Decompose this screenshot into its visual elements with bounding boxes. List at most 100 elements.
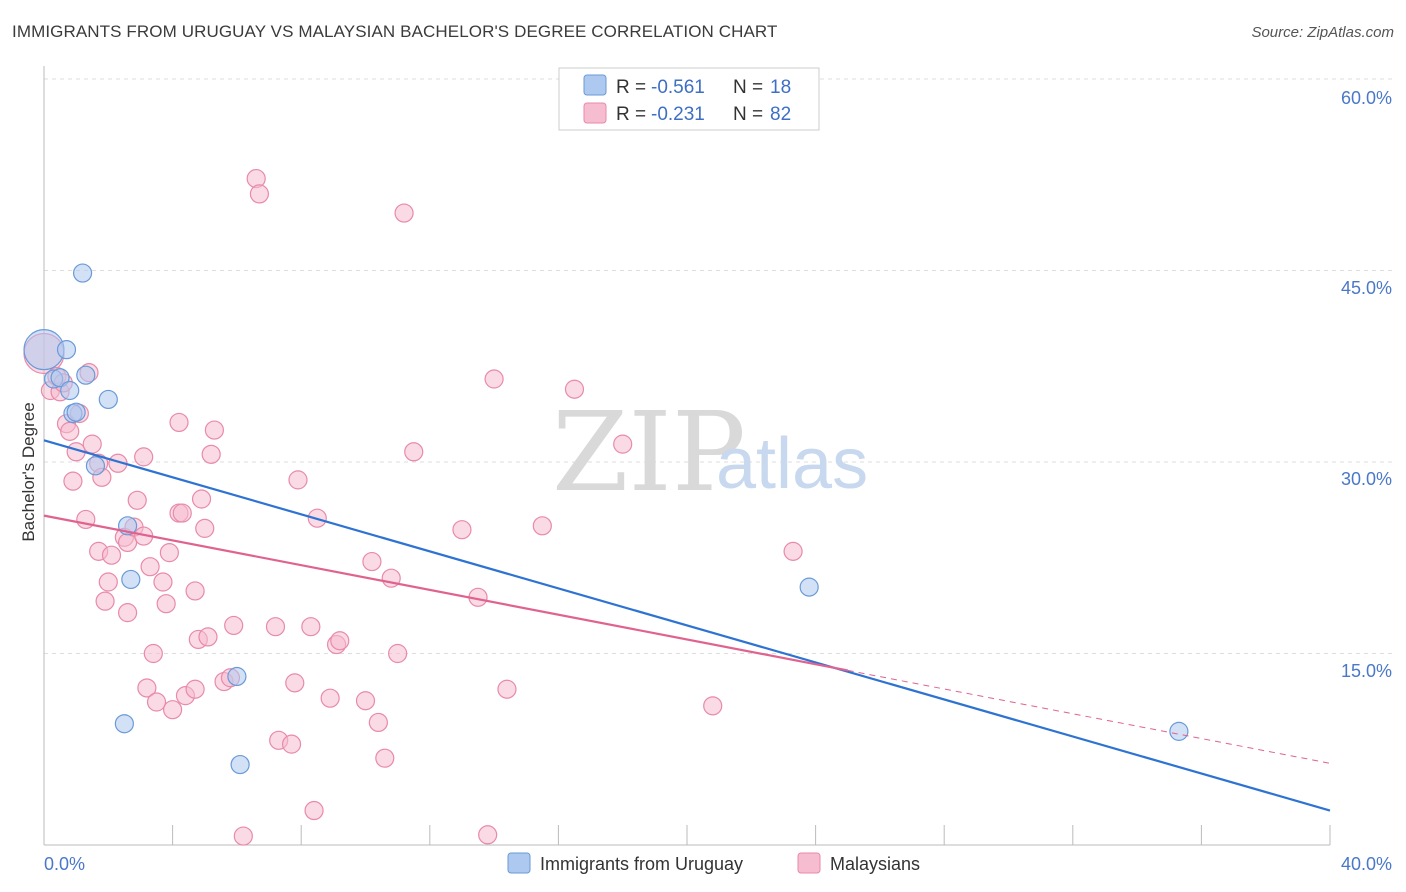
legend-n-value-malaysians: 82 xyxy=(770,104,791,125)
legend-r-label-uruguay: R = xyxy=(616,77,646,98)
point-malaysians xyxy=(117,603,138,623)
series-legend: Immigrants from Uruguay Malaysians xyxy=(507,852,920,874)
y-tick-label-15: 15.0% xyxy=(1341,661,1392,681)
watermark: ZIP atlas xyxy=(552,388,868,516)
point-malaysians xyxy=(285,673,305,693)
point-malaysians xyxy=(195,518,215,538)
point-uruguay xyxy=(72,263,93,283)
trend-line-malaysians xyxy=(43,514,848,672)
point-malaysians xyxy=(63,471,83,491)
point-malaysians xyxy=(355,691,376,711)
source-credit: Source: ZipAtlas.com xyxy=(1251,24,1394,41)
legend-swatch-malaysians xyxy=(583,102,607,124)
legend-n-label-uruguay: N = xyxy=(733,77,763,98)
point-uruguay xyxy=(121,569,141,590)
point-malaysians xyxy=(101,545,122,565)
point-uruguay xyxy=(85,456,106,476)
point-malaysians xyxy=(153,572,173,592)
point-malaysians xyxy=(60,421,80,441)
point-malaysians xyxy=(249,184,270,204)
point-malaysians xyxy=(146,692,167,712)
point-malaysians xyxy=(169,412,189,433)
point-malaysians xyxy=(301,617,321,637)
legend-swatch-uruguay xyxy=(583,74,607,96)
point-malaysians xyxy=(404,442,424,462)
point-uruguay xyxy=(1169,721,1189,741)
point-malaysians xyxy=(134,447,154,467)
y-tick-label-45: 45.0% xyxy=(1341,278,1392,298)
point-malaysians xyxy=(98,572,118,592)
grid-lines xyxy=(44,78,1392,654)
series-legend-swatch-malaysians xyxy=(797,852,821,874)
x-tick-label-max: 40.0% xyxy=(1341,854,1392,874)
point-malaysians xyxy=(233,826,253,846)
point-malaysians xyxy=(375,748,395,768)
chart-title: IMMIGRANTS FROM URUGUAY VS MALAYSIAN BAC… xyxy=(12,22,778,41)
point-uruguay xyxy=(227,666,247,687)
point-malaysians xyxy=(163,700,183,720)
legend-r-label-malaysians: R = xyxy=(616,104,646,125)
point-uruguay xyxy=(230,754,250,775)
watermark-atlas: atlas xyxy=(716,424,868,504)
point-malaysians xyxy=(198,627,218,647)
axes xyxy=(43,66,1331,846)
point-malaysians xyxy=(201,444,221,464)
y-axis-label: Bachelor's Degree xyxy=(19,402,38,541)
point-malaysians xyxy=(159,543,179,563)
point-uruguay xyxy=(66,402,86,422)
point-uruguay xyxy=(98,389,118,410)
series-legend-swatch-uruguay xyxy=(507,852,531,874)
legend-r-value-uruguay: -0.561 xyxy=(651,77,705,98)
point-malaysians xyxy=(497,679,517,699)
point-malaysians xyxy=(394,203,414,223)
point-malaysians xyxy=(265,617,286,637)
point-malaysians xyxy=(127,490,147,510)
point-malaysians xyxy=(330,631,350,651)
point-malaysians xyxy=(304,800,324,821)
point-uruguay xyxy=(799,577,819,597)
legend-n-value-uruguay: 18 xyxy=(770,77,791,98)
point-malaysians xyxy=(564,379,585,399)
point-uruguay xyxy=(56,340,77,360)
point-uruguay xyxy=(60,380,80,401)
point-malaysians xyxy=(320,688,340,708)
x-tick-label-min: 0.0% xyxy=(44,854,85,874)
point-uruguay xyxy=(76,365,96,385)
series-legend-label-uruguay: Immigrants from Uruguay xyxy=(540,854,743,874)
point-malaysians xyxy=(82,434,102,454)
point-malaysians xyxy=(224,615,244,636)
legend-n-label-malaysians: N = xyxy=(733,104,763,125)
point-uruguay xyxy=(50,368,70,388)
point-malaysians xyxy=(783,541,803,561)
point-malaysians xyxy=(185,679,205,699)
point-malaysians xyxy=(388,643,408,664)
trend-lines xyxy=(43,439,1331,812)
point-malaysians xyxy=(703,696,723,716)
point-malaysians xyxy=(613,434,633,454)
point-malaysians xyxy=(140,557,160,577)
legend-r-value-malaysians: -0.231 xyxy=(651,104,705,125)
point-malaysians xyxy=(368,712,388,733)
point-uruguay xyxy=(114,714,134,734)
point-malaysians xyxy=(532,516,552,536)
point-malaysians xyxy=(362,551,382,572)
point-malaysians xyxy=(281,734,302,754)
y-tick-label-30: 30.0% xyxy=(1341,469,1392,489)
series-legend-label-malaysians: Malaysians xyxy=(830,854,920,874)
point-malaysians xyxy=(185,581,205,601)
watermark-zip: ZIP xyxy=(552,388,746,516)
point-malaysians xyxy=(288,470,308,490)
point-malaysians xyxy=(452,520,472,540)
correlation-legend: R = -0.561 N = 18 R = -0.231 N = 82 xyxy=(558,67,820,131)
point-malaysians xyxy=(484,369,504,389)
point-malaysians xyxy=(95,591,115,611)
point-malaysians xyxy=(478,825,498,845)
point-malaysians xyxy=(204,420,224,440)
point-malaysians xyxy=(156,594,176,614)
y-tick-label-60: 60.0% xyxy=(1341,88,1392,108)
point-malaysians xyxy=(172,503,192,523)
point-malaysians xyxy=(143,643,163,664)
point-malaysians xyxy=(191,489,212,509)
trend-line-uruguay xyxy=(43,439,1331,812)
